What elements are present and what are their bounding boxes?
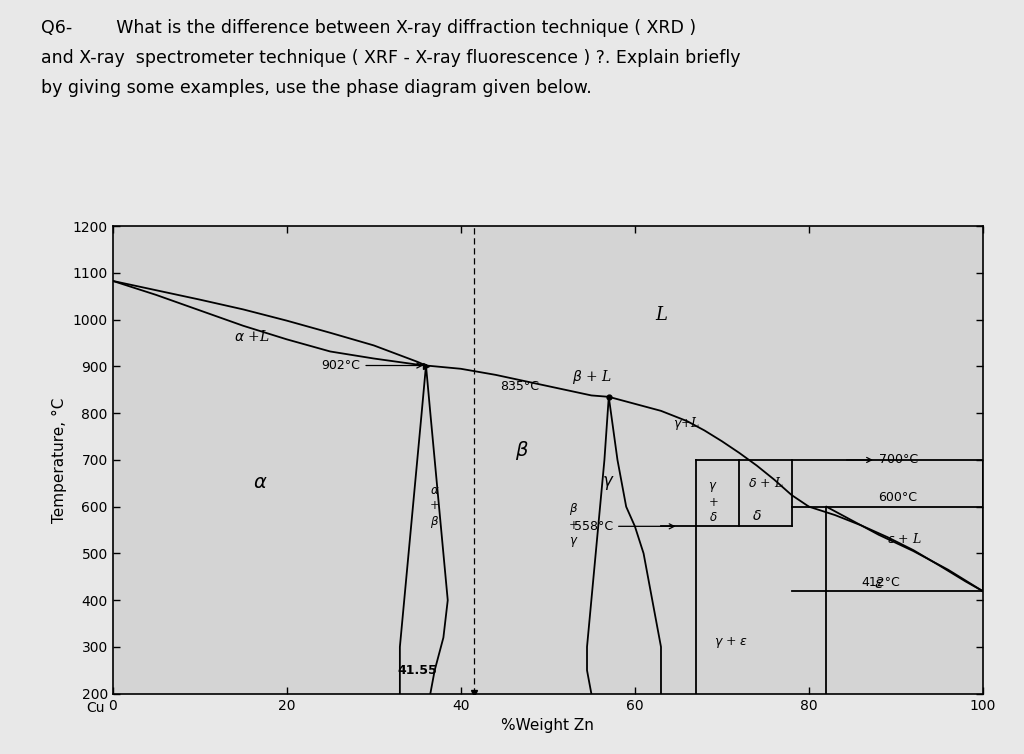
Text: $\alpha$: $\alpha$ [253, 474, 268, 492]
Text: $\gamma$: $\gamma$ [602, 474, 615, 492]
X-axis label: %Weight Zn: %Weight Zn [502, 718, 594, 733]
Text: $\alpha$
+
$\beta$: $\alpha$ + $\beta$ [430, 483, 439, 530]
Text: $\delta$ + L: $\delta$ + L [748, 477, 783, 490]
Text: 41.55: 41.55 [397, 664, 437, 677]
Text: 835°C: 835°C [500, 380, 539, 393]
Text: 902°C: 902°C [322, 359, 422, 372]
Text: Cu: Cu [86, 700, 104, 715]
Text: 558°C: 558°C [573, 520, 674, 533]
Text: 412°C: 412°C [861, 576, 900, 589]
Text: $\beta$ + L: $\beta$ + L [571, 368, 611, 386]
Text: $\beta$
+
$\gamma$: $\beta$ + $\gamma$ [569, 501, 579, 550]
Text: and X-ray  spectrometer technique ( XRF - X-ray fluorescence ) ?. Explain briefl: and X-ray spectrometer technique ( XRF -… [41, 49, 740, 67]
Text: Q6-        What is the difference between X-ray diffraction technique ( XRD ): Q6- What is the difference between X-ray… [41, 19, 696, 37]
Text: $\gamma$
+
$\delta$: $\gamma$ + $\delta$ [709, 480, 718, 524]
Text: $\varepsilon$: $\varepsilon$ [873, 577, 884, 591]
Text: $\delta$: $\delta$ [752, 509, 762, 523]
Text: 600°C: 600°C [879, 492, 918, 504]
Text: L: L [655, 306, 667, 324]
Text: 700°C: 700°C [847, 453, 918, 467]
Text: $\varepsilon$ + L: $\varepsilon$ + L [888, 532, 922, 547]
Y-axis label: Temperature, °C: Temperature, °C [52, 397, 67, 523]
Text: $\beta$: $\beta$ [515, 439, 528, 462]
Text: $\gamma$ + $\varepsilon$: $\gamma$ + $\varepsilon$ [714, 635, 748, 650]
Text: by giving some examples, use the phase diagram given below.: by giving some examples, use the phase d… [41, 79, 592, 97]
Text: $\alpha$ +L: $\alpha$ +L [234, 329, 269, 344]
Text: $\gamma$+L: $\gamma$+L [674, 415, 700, 432]
